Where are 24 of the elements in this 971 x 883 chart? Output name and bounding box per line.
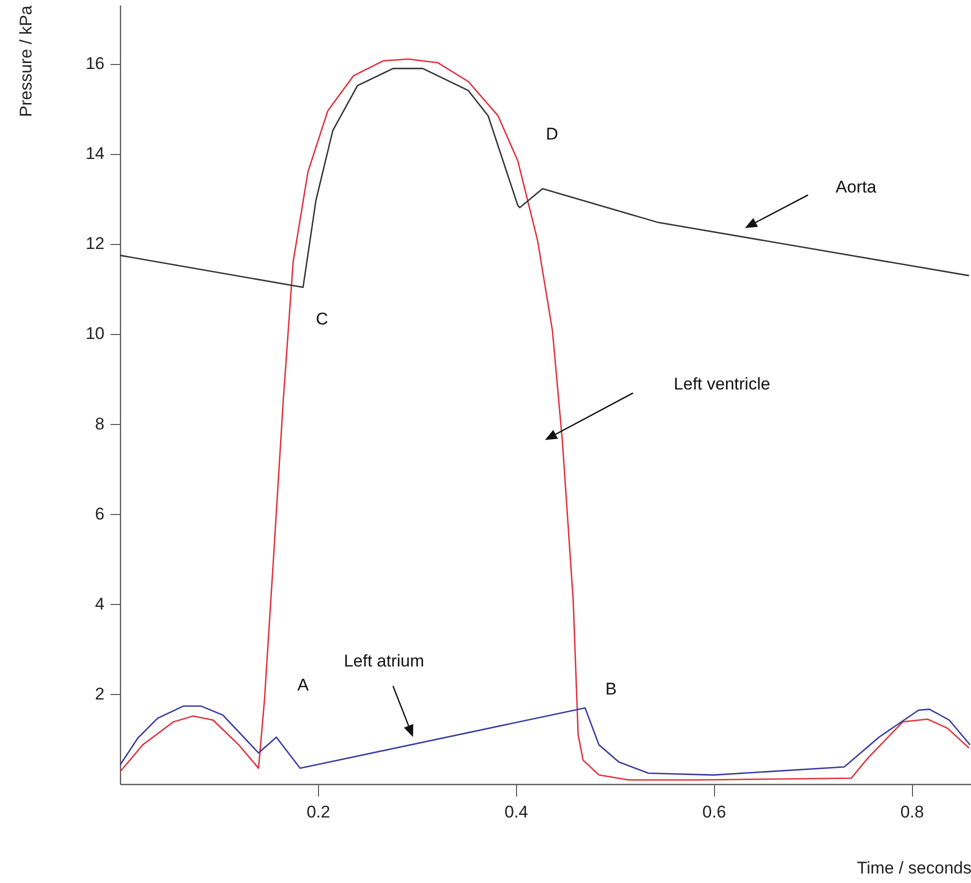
- y-tick-label: 4: [95, 594, 104, 614]
- line-series: [120, 68, 970, 288]
- y-tick-label: 12: [86, 234, 104, 254]
- y-tick-label: 6: [95, 504, 104, 524]
- annotation: A: [297, 675, 310, 694]
- line-series: [120, 705, 971, 776]
- x-tick-label: 0.6: [702, 802, 726, 822]
- y-tick-label: 2: [95, 684, 104, 704]
- x-tick-label: 0.2: [306, 802, 330, 822]
- annotation: C: [316, 309, 328, 328]
- x-tick-label: 0.8: [900, 802, 924, 822]
- x-axis-title: Time / seconds: [856, 858, 971, 878]
- annotation: Left atrium: [344, 651, 424, 670]
- y-tick-label: 10: [86, 324, 104, 344]
- x-tick-label: 0.4: [504, 802, 528, 822]
- y-tick-label: 8: [95, 414, 104, 434]
- annotation: D: [546, 124, 558, 144]
- annotation: Left ventricle: [674, 374, 770, 394]
- annotation: Aorta: [836, 177, 877, 196]
- y-tick-label: 14: [86, 144, 104, 164]
- y-axis-title: Pressure / kPa: [16, 4, 36, 117]
- annotation: B: [605, 679, 617, 698]
- line-series: [120, 58, 970, 781]
- y-tick-label: 16: [86, 54, 104, 74]
